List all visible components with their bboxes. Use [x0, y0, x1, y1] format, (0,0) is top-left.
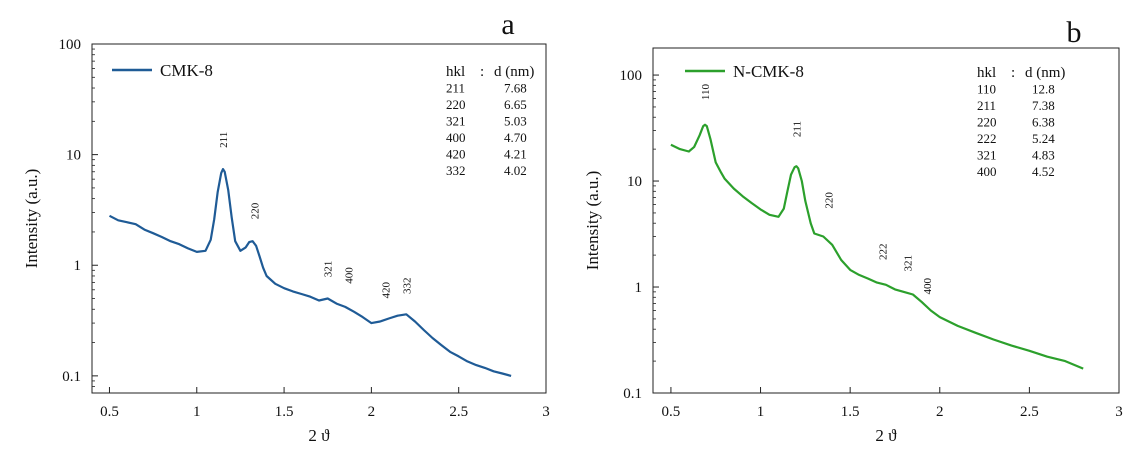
chart-b-table-cell-d: 6.38: [1032, 115, 1055, 130]
chart-a-y-tick-label: 100: [59, 37, 82, 53]
chart-b-panel-letter: b: [1067, 16, 1082, 49]
chart-a-table-cell-hkl: 211: [446, 81, 465, 96]
chart-a-y-tick-label: 0.1: [62, 369, 81, 385]
chart-b-x-tick-label: 0.5: [662, 404, 681, 420]
chart-a-panel-letter: a: [501, 8, 514, 41]
chart-b-table-cell-hkl: 220: [977, 115, 997, 130]
chart-a-peak-label: 332: [401, 278, 413, 295]
chart-b-peak-label: 211: [791, 121, 803, 137]
chart-b-table-cell-hkl: 211: [977, 98, 996, 113]
chart-b-table-cell-hkl: 222: [977, 131, 997, 146]
chart-a-y-tick-label: 1: [74, 258, 82, 274]
chart-b-plot-frame: [652, 47, 1120, 394]
chart-b-x-axis-label: 2 ϑ: [875, 426, 897, 445]
chart-a-table-cell-d: 4.21: [504, 147, 527, 162]
chart-b-table-cell-d: 12.8: [1032, 82, 1055, 97]
chart-b-table-cell-hkl: 321: [977, 148, 997, 163]
chart-b-legend-label: N-CMK-8: [733, 62, 804, 81]
chart-a-table-cell-d: 4.02: [504, 163, 527, 178]
chart-a-plot-frame: [91, 43, 547, 394]
chart-panel-b: b 0.5 1 1.5 2 2.5 3 0.1 1 10 100 2 ϑ Intensity (a.u.…: [566, 0, 1129, 448]
chart-b-peak-label: 220: [824, 192, 836, 209]
chart-b-table-cell-hkl: 400: [977, 164, 997, 179]
chart-b-peak-label: 222: [877, 244, 889, 261]
chart-a-table-header-d: d (nm): [494, 64, 534, 80]
chart-a-table-header-colon: :: [480, 64, 484, 80]
chart-a-peak-label: 420: [380, 282, 392, 299]
chart-a-legend-label: CMK-8: [160, 61, 213, 80]
chart-b-peak-label: 321: [903, 255, 915, 272]
chart-a-x-tick-label: 2.5: [449, 404, 468, 420]
chart-b-peak-label: 400: [922, 278, 934, 295]
chart-a-x-axis-label: 2 ϑ: [308, 426, 330, 445]
chart-a-x-tick-label: 1: [193, 404, 201, 420]
chart-a-table-cell-hkl: 400: [446, 130, 466, 145]
chart-a-table-cell-d: 5.03: [504, 114, 527, 129]
chart-b-x-tick-label: 3: [1115, 404, 1123, 420]
chart-b-table-cell-d: 4.83: [1032, 148, 1055, 163]
chart-b-table-header-d: d (nm): [1025, 65, 1065, 81]
chart-b-table-header-colon: :: [1011, 65, 1015, 81]
chart-a-peak-label: 321: [323, 261, 335, 278]
chart-a-series-line-cmk-8: [108, 168, 512, 377]
chart-a-table-cell-hkl: 420: [446, 147, 466, 162]
chart-a-table-cell-hkl: 220: [446, 97, 466, 112]
chart-a-table-cell-d: 7.68: [504, 81, 527, 96]
chart-b-y-tick-label: 10: [627, 174, 642, 190]
chart-b-x-tick-label: 1: [757, 404, 765, 420]
chart-a-table-cell-d: 4.70: [504, 130, 527, 145]
chart-b-x-tick-label: 2: [936, 404, 944, 420]
chart-b-table-cell-d: 5.24: [1032, 131, 1055, 146]
chart-panel-a: a 0.5 1 1.5 2 2.5 3 0.1 1 10 100 2 ϑ Intensity (a.u.…: [0, 0, 560, 448]
chart-b-y-axis-label: Intensity (a.u.): [583, 171, 602, 271]
chart-a-table-cell-hkl: 321: [446, 114, 466, 129]
chart-a-x-tick-label: 3: [542, 404, 550, 420]
chart-b-x-tick-label: 1.5: [841, 404, 860, 420]
chart-a-peak-label: 220: [249, 202, 261, 219]
chart-b-y-tick-label: 0.1: [623, 386, 642, 402]
chart-b-table-header-hkl: hkl: [977, 65, 996, 81]
chart-b-peak-label: 110: [700, 84, 712, 101]
chart-a-y-tick-label: 10: [66, 148, 81, 164]
chart-b-table-cell-d: 4.52: [1032, 164, 1055, 179]
chart-a-x-tick-label: 2: [368, 404, 376, 420]
chart-b-y-tick-label: 100: [620, 68, 643, 84]
chart-a-table-cell-hkl: 332: [446, 163, 466, 178]
chart-b-table-cell-d: 7.38: [1032, 98, 1055, 113]
chart-b-y-tick-label: 1: [635, 280, 643, 296]
chart-a-y-axis-label: Intensity (a.u.): [22, 169, 41, 269]
chart-b-table-cell-hkl: 110: [977, 82, 996, 97]
chart-a-x-tick-label: 1.5: [275, 404, 294, 420]
chart-a-x-tick-label: 0.5: [100, 404, 119, 420]
chart-a-svg: a 0.5 1 1.5 2 2.5 3 0.1 1 10 100 2 ϑ Intensity (a.u.…: [22, 8, 550, 445]
chart-a-peak-label: 400: [344, 267, 356, 284]
chart-a-peak-label: 211: [218, 132, 230, 148]
chart-a-table-cell-d: 6.65: [504, 97, 527, 112]
chart-b-x-tick-label: 2.5: [1020, 404, 1039, 420]
chart-a-table-header-hkl: hkl: [446, 64, 465, 80]
chart-b-series-line-n-cmk-8: [670, 123, 1084, 370]
